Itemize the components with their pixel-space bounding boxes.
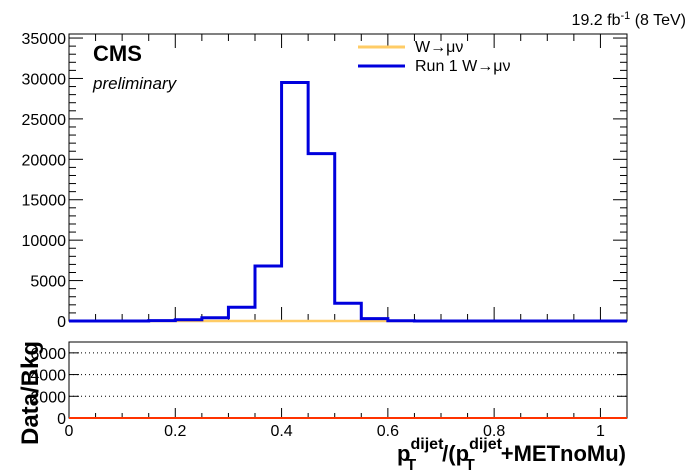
ratio-plot-frame: [68, 341, 628, 419]
ratio-x-tick-label: 0.8: [483, 423, 505, 440]
ratio-x-tick-label: 0.4: [270, 423, 292, 440]
main-y-tick-label: 15000: [22, 193, 67, 210]
ratio-x-tick-label: 0.6: [377, 423, 399, 440]
legend-label-wmunu: W→μν: [415, 39, 463, 56]
main-y-tick-label: 25000: [22, 112, 67, 129]
series-run1-wmunu-line: [69, 81, 627, 323]
cms-label: CMS: [93, 41, 142, 66]
main-y-tick-label: 30000: [22, 71, 67, 88]
ratio-y-axis: 0 2000 4000 6000: [30, 346, 627, 428]
ratio-y-tick-label: 6000: [30, 346, 66, 363]
main-series-group: [69, 81, 627, 323]
ratio-y-tick-label: 4000: [30, 368, 66, 385]
ratio-x-axis: 0 0.2 0.4 0.6 0.8 1: [65, 408, 628, 440]
legend-label-run1: Run 1 W→μν: [415, 58, 510, 75]
ratio-x-tick-label: 0: [65, 423, 74, 440]
ratio-y-label: Data/Bkg: [17, 341, 44, 445]
legend: W→μν Run 1 W→μν: [358, 39, 510, 75]
main-y-tick-label: 0: [57, 314, 66, 331]
ratio-y-tick-label: 2000: [30, 389, 66, 406]
main-y-tick-label: 35000: [22, 31, 67, 48]
main-y-tick-label: 10000: [22, 233, 67, 250]
lumi-label: 19.2 fb-1 (8 TeV): [572, 10, 686, 29]
x-axis-title: pdijet T/(pdijet T +METnoMu): [397, 436, 626, 472]
preliminary-label: preliminary: [92, 74, 178, 93]
main-y-axis: 0 5000 10000 15000 20000 25000 30000 35000: [22, 31, 627, 331]
ratio-grid: [69, 352, 627, 397]
ratio-y-tick-label: 0: [57, 411, 66, 428]
main-y-tick-label: 5000: [30, 274, 66, 291]
main-y-tick-label: 20000: [22, 152, 67, 169]
ratio-x-tick-label: 1: [596, 423, 605, 440]
ratio-x-tick-label: 0.2: [164, 423, 186, 440]
